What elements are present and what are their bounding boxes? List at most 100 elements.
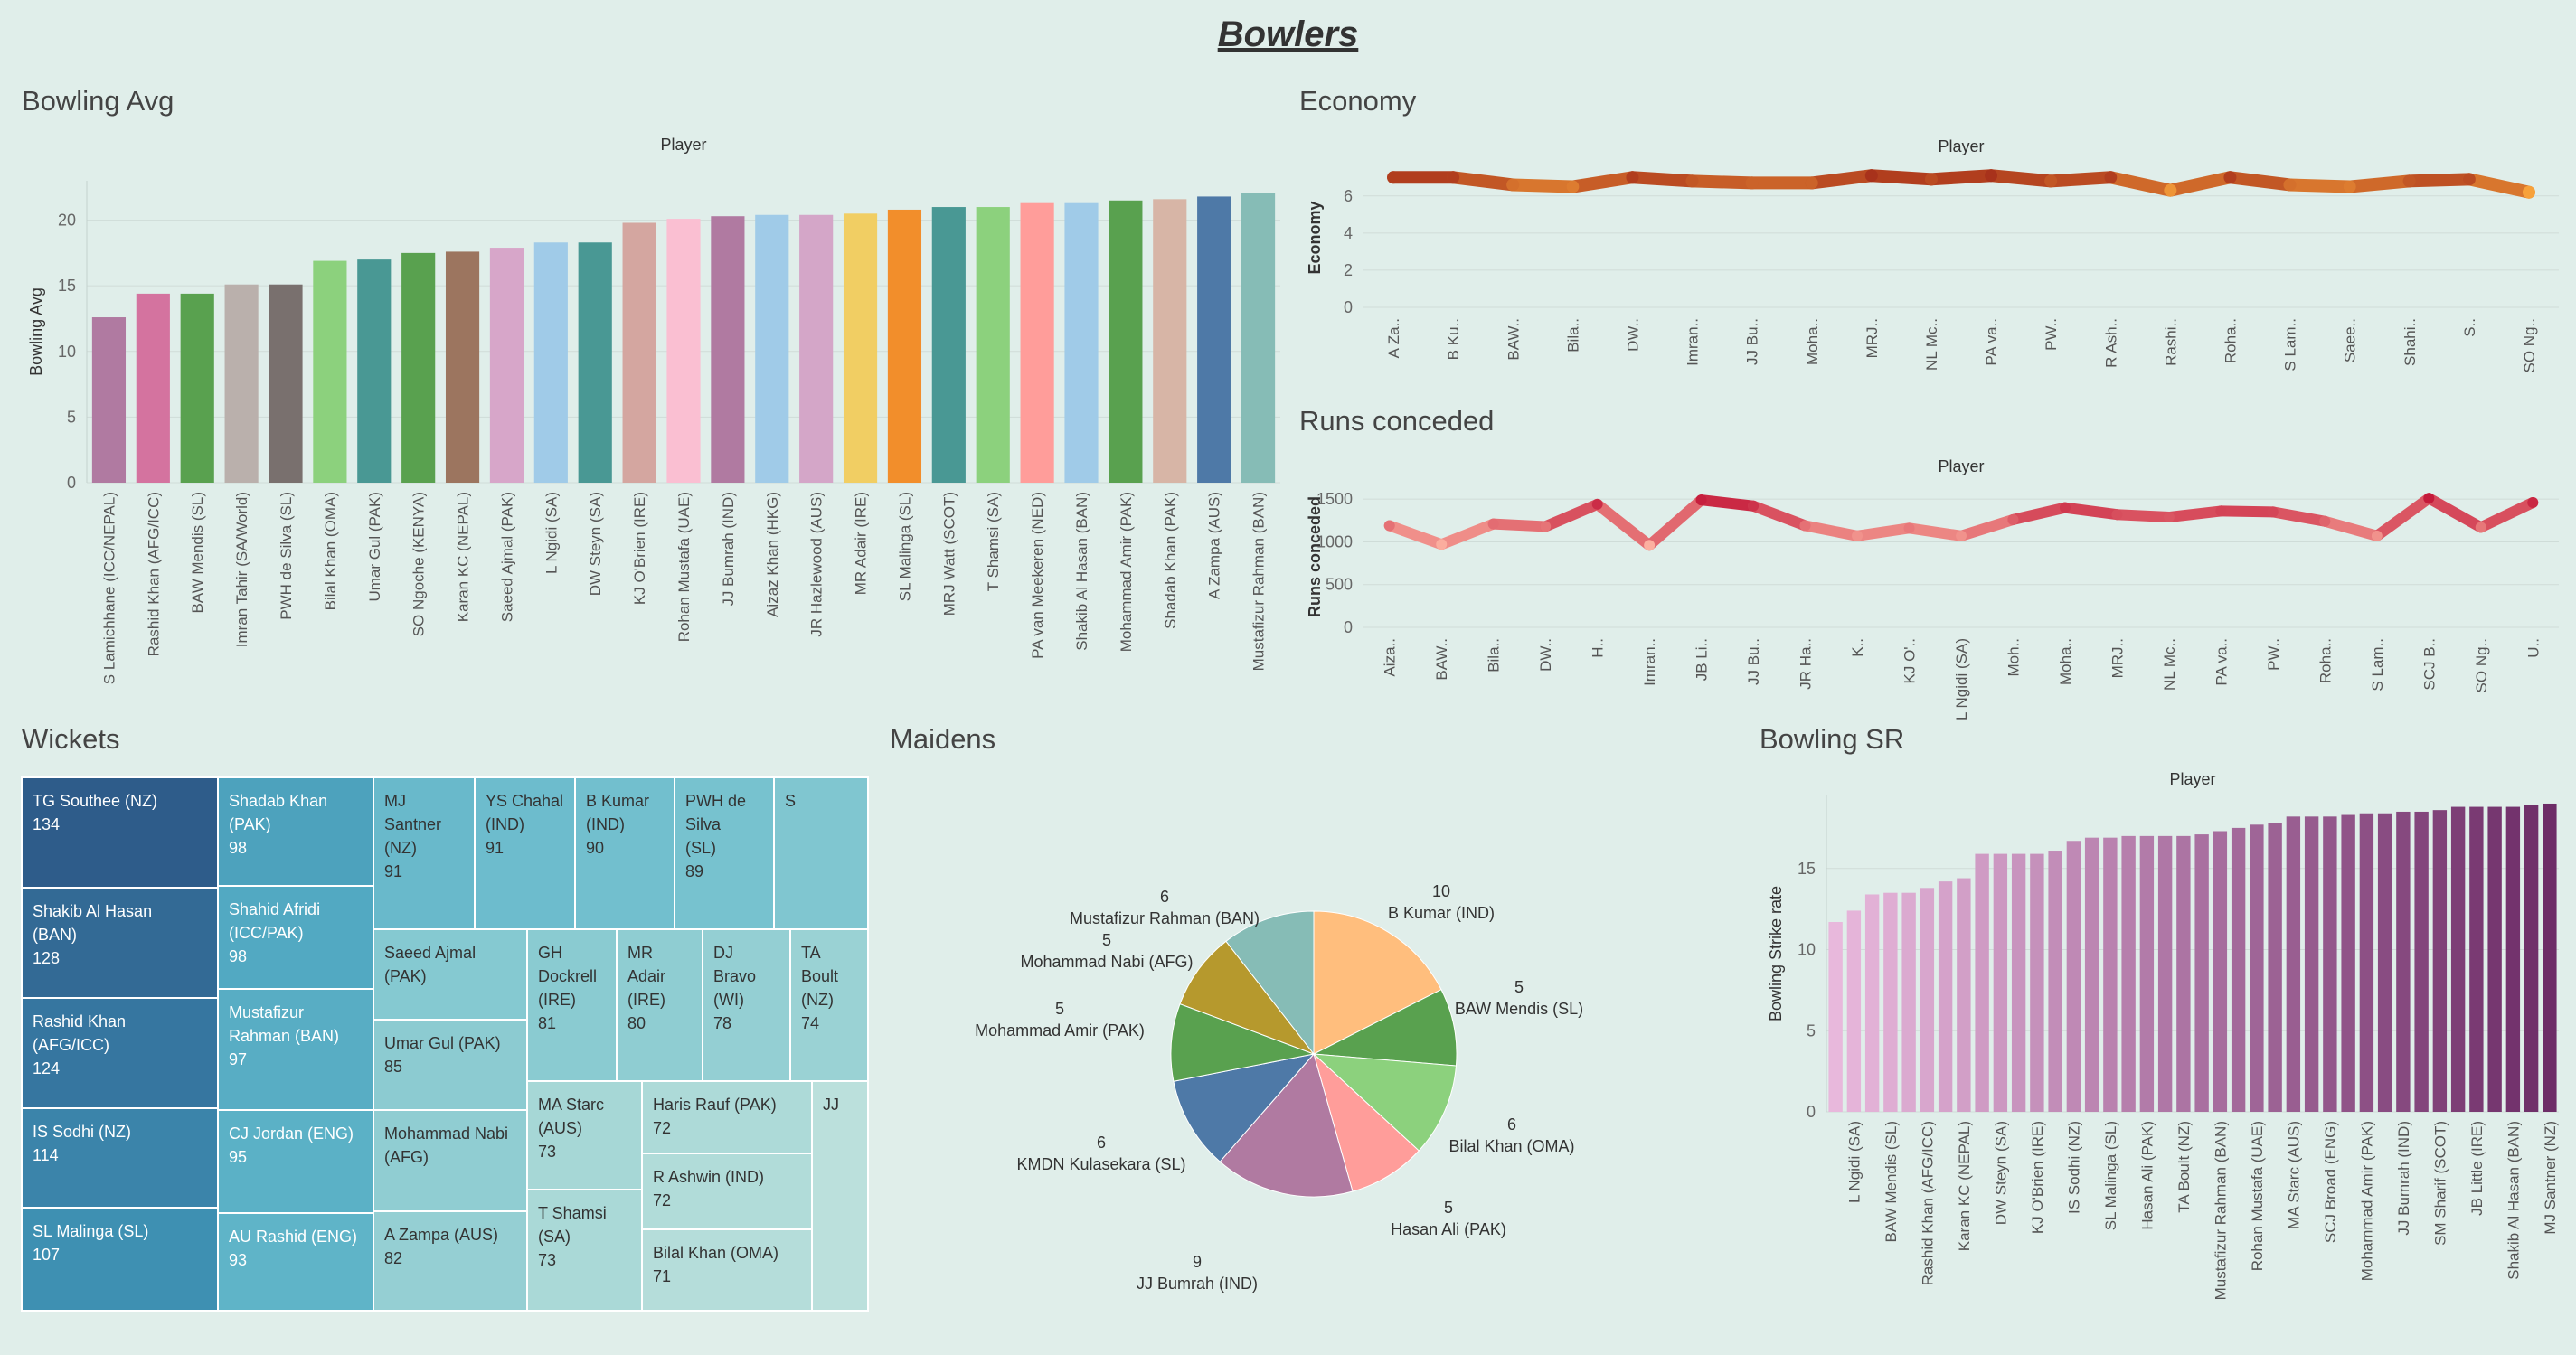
sr-xtick: SCJ Broad (ENG) — [2322, 1121, 2339, 1243]
maidens-slice-value: 6 — [1507, 1115, 1516, 1134]
runs-point — [1644, 540, 1656, 551]
wickets-cell — [21, 887, 219, 999]
economy-chart: Player Economy 0 2 4 6 A Za.. B Ku.. BAW.. Bila..… — [1306, 137, 2559, 372]
maidens-slice-value: 5 — [1444, 1199, 1453, 1217]
avg-xtick: MRJ Watt (SCOT) — [940, 492, 958, 616]
runs-line-segment — [1487, 518, 1552, 532]
avg-ytick: 5 — [67, 408, 76, 426]
wickets-cell — [526, 928, 618, 1082]
econ-point — [1447, 171, 1460, 184]
econ-point — [1805, 176, 1818, 190]
runs-point — [1591, 498, 1603, 510]
runs-conceded-title: Runs conceded — [1299, 405, 1495, 437]
econ-line-segment — [2044, 171, 2118, 188]
maidens-slice-name: Bilal Khan (OMA) — [1448, 1137, 1574, 1155]
wickets-cell-label: Umar Gul (PAK) — [384, 1034, 501, 1052]
runs-point — [2319, 515, 2331, 527]
wickets-title: Wickets — [22, 723, 120, 755]
runs-ytick: 0 — [1344, 618, 1353, 636]
sr-bar — [2231, 827, 2246, 1112]
runs-line-segment — [1591, 498, 1656, 551]
sr-bar — [2066, 841, 2081, 1112]
sr-ytick: 0 — [1807, 1103, 1816, 1121]
maidens-slice-name: B Kumar (IND) — [1388, 904, 1495, 922]
sr-bar — [2377, 813, 2392, 1112]
runs-line-segment — [2267, 506, 2331, 527]
wickets-cell-label: Shakib Al Hasan — [33, 902, 152, 920]
wickets-cell — [217, 776, 374, 887]
econ-line-segment — [2283, 178, 2356, 193]
maidens-slice-value: 5 — [1514, 978, 1524, 996]
avg-bar — [622, 222, 656, 483]
wickets-cell — [789, 928, 869, 1082]
runs-xtick: Imran.. — [1641, 638, 1658, 686]
runs-point — [1748, 500, 1760, 512]
wickets-cell — [702, 928, 791, 1082]
wickets-treemap: TG Southee (NZ) 134 Shakib Al Hasan (BAN) 12… — [21, 776, 869, 1312]
bowling-sr-title: Bowling SR — [1760, 723, 1905, 755]
econ-xtick: DW.. — [1624, 318, 1641, 352]
avg-bar — [843, 213, 878, 483]
avg-bar — [976, 207, 1010, 483]
econ-point — [2164, 183, 2177, 197]
avg-xtick: KJ O'Brien (IRE) — [631, 492, 648, 605]
econ-point — [1387, 171, 1401, 184]
wickets-cell-label: MA Starc — [538, 1096, 604, 1114]
runs-line-segment — [2111, 509, 2175, 523]
sr-bar — [1920, 888, 1935, 1112]
avg-xtick: Aizaz Khan (HKG) — [764, 492, 781, 617]
wickets-cell-label: YS Chahal — [486, 792, 563, 810]
runs-line-segment — [1695, 494, 1760, 512]
avg-bar — [489, 248, 524, 483]
runs-point — [2059, 502, 2071, 513]
sr-bar — [2268, 823, 2282, 1112]
avg-bar — [1241, 193, 1276, 483]
wickets-cell-label: (NZ) — [801, 991, 834, 1009]
econ-point — [1745, 176, 1759, 190]
avg-bar — [711, 216, 745, 484]
wickets-cell-label: (IND) — [486, 815, 524, 833]
maidens-slice-name: Mustafizur Rahman (BAN) — [1070, 909, 1260, 927]
runs-point — [2215, 505, 2227, 517]
runs-line-segment — [2215, 505, 2279, 518]
econ-xtick: JJ Bu.. — [1744, 318, 1761, 365]
maidens-slice-value: 5 — [1102, 931, 1111, 949]
wickets-cell — [217, 885, 374, 990]
econ-ytick: 4 — [1344, 224, 1353, 242]
econ-point — [2223, 171, 2237, 184]
avg-xtick: JR Hazlewood (AUS) — [808, 492, 826, 637]
avg-ytick: 20 — [58, 212, 76, 230]
econ-line-segment — [1447, 171, 1520, 192]
runs-line-segment — [1748, 500, 1811, 532]
sr-bar — [2194, 834, 2209, 1112]
sr-bar — [2432, 810, 2448, 1112]
wickets-cell-value: 124 — [33, 1059, 60, 1077]
wickets-cell-value: 72 — [653, 1119, 671, 1137]
econ-point — [1626, 171, 1639, 184]
avg-xtick: Rohan Mustafa (UAE) — [675, 492, 693, 642]
runs-xtick: JJ Bu.. — [1745, 638, 1762, 685]
sr-ylabel: Bowling Strike rate — [1767, 886, 1785, 1021]
avg-xtick: T Shamsi (SA) — [985, 492, 1002, 591]
runs-ytick: 1500 — [1316, 490, 1353, 508]
econ-xtick: SO Ng.. — [2521, 318, 2538, 372]
sr-bar — [2176, 835, 2191, 1112]
runs-xtick: H.. — [1590, 638, 1607, 658]
runs-xtick: MRJ.. — [2109, 638, 2126, 678]
econ-ytick: 0 — [1344, 298, 1353, 316]
econ-line-segment — [1626, 171, 1699, 188]
econ-xtick: S.. — [2461, 318, 2478, 337]
runs-point — [2475, 522, 2486, 533]
sr-bar — [1864, 894, 1880, 1112]
avg-bar — [401, 252, 436, 483]
bowling-avg-chart: Player Bowling Avg 0 5 10 15 20 S Lamichhane (I… — [27, 136, 1280, 684]
avg-xtick: Mustafizur Rahman (BAN) — [1250, 492, 1268, 671]
econ-point — [1685, 174, 1699, 188]
avg-xtick: MR Adair (IRE) — [853, 492, 870, 595]
wickets-cell-label: Shadab Khan — [229, 792, 327, 810]
sr-xtick: DW Steyn (SA) — [1992, 1121, 2009, 1225]
avg-bar — [1020, 202, 1054, 483]
avg-bar — [887, 209, 922, 483]
economy-title: Economy — [1299, 85, 1417, 117]
econ-line-segment — [2223, 171, 2297, 192]
